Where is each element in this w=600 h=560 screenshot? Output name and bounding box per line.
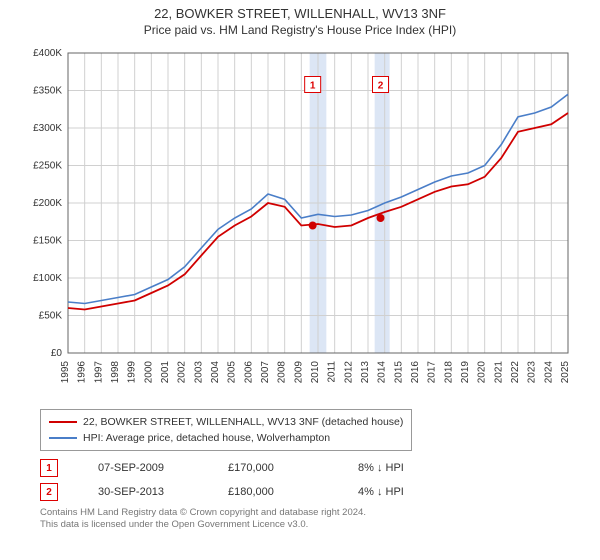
- legend-label: HPI: Average price, detached house, Wolv…: [83, 430, 330, 446]
- svg-text:2002: 2002: [177, 361, 188, 384]
- svg-text:2006: 2006: [243, 361, 254, 384]
- marker-date: 30-SEP-2013: [98, 486, 188, 498]
- marker-badge: 2: [40, 483, 58, 501]
- chart-area: £0 £50K £100K £150K £200K £250K £300K £350K £400…: [20, 43, 580, 403]
- legend-item: 22, BOWKER STREET, WILLENHALL, WV13 3NF …: [49, 414, 403, 430]
- svg-text:£50K: £50K: [39, 311, 63, 322]
- svg-text:2004: 2004: [210, 361, 221, 384]
- marker-table: 1 07-SEP-2009 £170,000 8% ↓ HPI 2 30-SEP…: [40, 459, 580, 501]
- svg-text:£100K: £100K: [33, 273, 62, 284]
- marker-row: 2 30-SEP-2013 £180,000 4% ↓ HPI: [40, 483, 580, 501]
- svg-text:2: 2: [378, 81, 384, 92]
- svg-text:2012: 2012: [343, 361, 354, 384]
- svg-text:2007: 2007: [260, 361, 271, 384]
- footer-line: Contains HM Land Registry data © Crown c…: [40, 507, 580, 519]
- svg-text:1997: 1997: [93, 361, 104, 384]
- svg-text:£250K: £250K: [33, 161, 62, 172]
- chart-title: 22, BOWKER STREET, WILLENHALL, WV13 3NF: [10, 6, 590, 21]
- svg-text:1996: 1996: [77, 361, 88, 384]
- legend-label: 22, BOWKER STREET, WILLENHALL, WV13 3NF …: [83, 414, 403, 430]
- svg-text:2022: 2022: [510, 361, 521, 384]
- line-chart-svg: £0 £50K £100K £150K £200K £250K £300K £350K £400…: [20, 43, 580, 403]
- svg-text:2015: 2015: [393, 361, 404, 384]
- legend-swatch: [49, 421, 77, 423]
- svg-text:£200K: £200K: [33, 198, 62, 209]
- svg-text:£0: £0: [51, 348, 63, 359]
- svg-text:2000: 2000: [143, 361, 154, 384]
- svg-text:2008: 2008: [277, 361, 288, 384]
- legend-swatch: [49, 437, 77, 439]
- svg-text:1999: 1999: [127, 361, 138, 384]
- marker-price: £170,000: [228, 462, 318, 474]
- svg-text:2016: 2016: [410, 361, 421, 384]
- svg-text:2011: 2011: [327, 361, 338, 383]
- svg-text:2020: 2020: [477, 361, 488, 384]
- svg-text:£300K: £300K: [33, 123, 62, 134]
- svg-text:2023: 2023: [527, 361, 538, 384]
- footer-attribution: Contains HM Land Registry data © Crown c…: [40, 507, 580, 532]
- svg-text:2025: 2025: [560, 361, 571, 384]
- svg-text:1: 1: [310, 81, 316, 92]
- svg-text:2014: 2014: [377, 361, 388, 384]
- marker-delta: 8% ↓ HPI: [358, 462, 448, 474]
- svg-text:2017: 2017: [427, 361, 438, 384]
- svg-text:2018: 2018: [443, 361, 454, 384]
- svg-text:2009: 2009: [293, 361, 304, 384]
- marker-row: 1 07-SEP-2009 £170,000 8% ↓ HPI: [40, 459, 580, 477]
- marker-badge: 1: [40, 459, 58, 477]
- svg-text:2021: 2021: [493, 361, 504, 384]
- footer-line: This data is licensed under the Open Gov…: [40, 519, 580, 531]
- svg-text:2003: 2003: [193, 361, 204, 384]
- svg-text:2019: 2019: [460, 361, 471, 384]
- svg-text:2024: 2024: [543, 361, 554, 384]
- marker-delta: 4% ↓ HPI: [358, 486, 448, 498]
- legend-item: HPI: Average price, detached house, Wolv…: [49, 430, 403, 446]
- marker-price: £180,000: [228, 486, 318, 498]
- chart-subtitle: Price paid vs. HM Land Registry's House …: [10, 23, 590, 37]
- svg-text:2013: 2013: [360, 361, 371, 384]
- svg-text:2001: 2001: [160, 361, 171, 384]
- svg-text:2005: 2005: [227, 361, 238, 384]
- svg-text:£350K: £350K: [33, 86, 62, 97]
- svg-text:1995: 1995: [60, 361, 71, 384]
- svg-text:2010: 2010: [310, 361, 321, 384]
- svg-text:£150K: £150K: [33, 236, 62, 247]
- marker-date: 07-SEP-2009: [98, 462, 188, 474]
- svg-text:1998: 1998: [110, 361, 121, 384]
- svg-text:£400K: £400K: [33, 48, 62, 59]
- legend-box: 22, BOWKER STREET, WILLENHALL, WV13 3NF …: [40, 409, 412, 451]
